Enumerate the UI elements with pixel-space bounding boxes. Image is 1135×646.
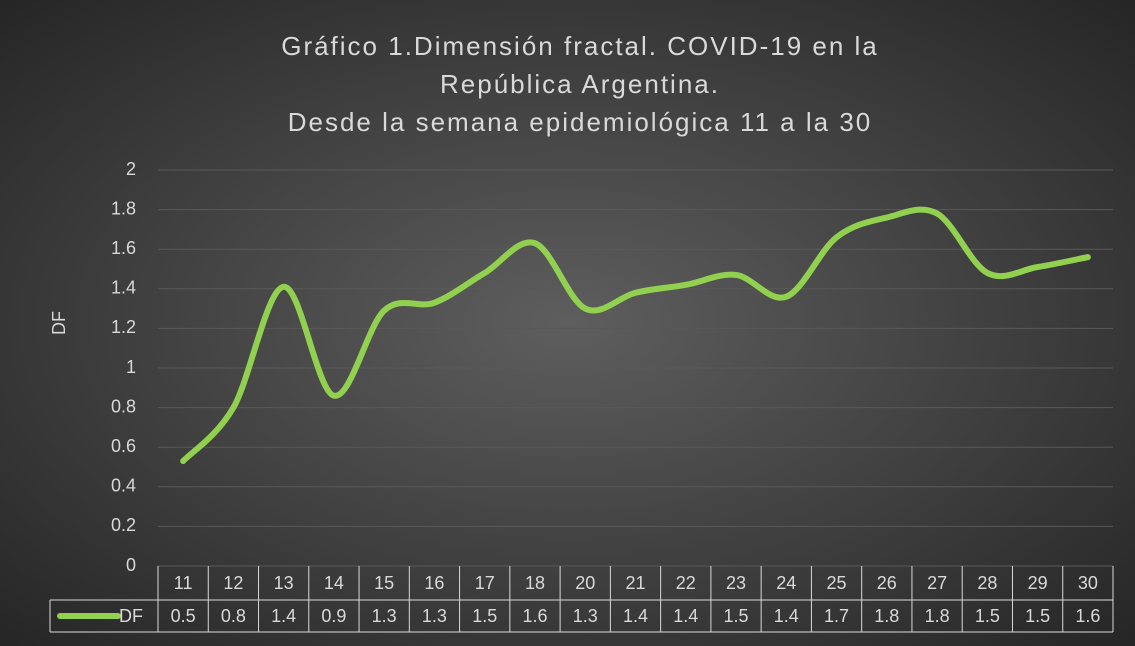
table-value: 1.6: [1075, 606, 1100, 626]
table-value: 1.4: [271, 606, 296, 626]
y-tick-label: 0: [126, 555, 136, 575]
y-tick-label: 2: [126, 159, 136, 179]
table-value: 1.3: [573, 606, 598, 626]
x-tick-label: 25: [827, 573, 847, 593]
x-tick-label: 26: [877, 573, 897, 593]
x-tick-label: 14: [324, 573, 344, 593]
table-value: 1.5: [724, 606, 749, 626]
y-tick-label: 1.6: [111, 238, 136, 258]
x-tick-label: 22: [676, 573, 696, 593]
table-value: 1.8: [874, 606, 899, 626]
table-value: 1.4: [673, 606, 698, 626]
x-tick-label: 23: [726, 573, 746, 593]
x-tick-label: 16: [424, 573, 444, 593]
x-tick-label: 11: [174, 573, 193, 593]
y-tick-label: 1.4: [111, 278, 136, 298]
x-tick-label: 24: [776, 573, 796, 593]
table-value: 1.7: [824, 606, 849, 626]
table-value: 1.3: [422, 606, 447, 626]
table-value: 1.8: [925, 606, 950, 626]
table-value: 1.4: [774, 606, 799, 626]
y-axis-label: DF: [49, 311, 69, 335]
chart-title: Desde la semana epidemiológica 11 a la 3…: [288, 107, 873, 137]
chart-title: Gráfico 1.Dimensión fractal. COVID-19 en…: [281, 31, 879, 61]
x-tick-label: 17: [475, 573, 495, 593]
x-tick-label: 21: [625, 573, 645, 593]
x-tick-label: 18: [525, 573, 545, 593]
table-value: 0.9: [321, 606, 346, 626]
y-tick-label: 0.6: [111, 436, 136, 456]
x-tick-label: 15: [374, 573, 394, 593]
x-tick-label: 30: [1078, 573, 1098, 593]
data-line: [180, 206, 1091, 465]
x-tick-label: 13: [274, 573, 294, 593]
table-value: 1.5: [975, 606, 1000, 626]
table-value: 1.5: [472, 606, 497, 626]
table-value: 1.3: [372, 606, 397, 626]
x-tick-label: 20: [575, 573, 595, 593]
table-value: 1.6: [522, 606, 547, 626]
table-value: 0.8: [221, 606, 246, 626]
y-tick-label: 1.2: [111, 317, 136, 337]
x-tick-label: 27: [927, 573, 947, 593]
x-tick-label: 29: [1028, 573, 1048, 593]
y-tick-label: 1.8: [111, 198, 136, 218]
table-value: 1.5: [1025, 606, 1050, 626]
y-tick-label: 0.2: [111, 515, 136, 535]
chart-title: República Argentina.: [440, 69, 720, 99]
legend-label: DF: [119, 606, 143, 626]
y-tick-label: 0.4: [111, 476, 136, 496]
table-value: 0.5: [171, 606, 196, 626]
x-tick-label: 12: [223, 573, 243, 593]
table-value: 1.4: [623, 606, 648, 626]
y-tick-label: 0.8: [111, 396, 136, 416]
x-tick-label: 28: [977, 573, 997, 593]
y-tick-label: 1: [126, 357, 136, 377]
